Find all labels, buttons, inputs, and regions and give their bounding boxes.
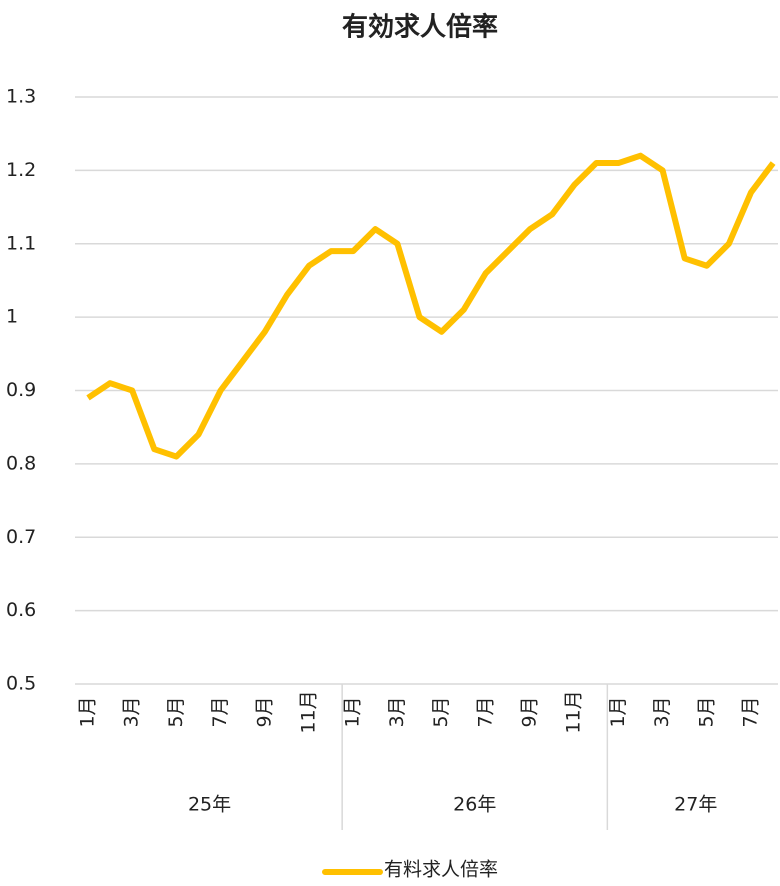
x-tick-label: 3月 [121,696,143,727]
y-tick-label: 0.9 [6,379,36,401]
x-tick-label: 11月 [298,690,320,733]
legend-label: 有料求人倍率 [384,859,498,881]
x-tick-label: 5月 [695,696,717,727]
x-tick-label: 1月 [77,696,99,727]
y-tick-label: 0.5 [6,673,36,695]
x-tick-label: 3月 [651,696,673,727]
line-series [86,152,776,460]
x-tick-label: 1月 [342,696,364,727]
y-tick-label: 1.1 [6,232,36,254]
y-tick-label: 1 [6,306,18,328]
x-group-label: 27年 [674,794,717,816]
x-tick-label: 3月 [386,696,408,727]
y-tick-label: 0.7 [6,526,36,548]
x-group-label: 26年 [453,794,496,816]
x-tick-label: 7月 [740,696,762,727]
y-tick-label: 1.2 [6,159,36,181]
x-tick-label: 7月 [474,696,496,727]
x-tick-label: 9月 [253,696,275,727]
x-tick-label: 7月 [209,696,231,727]
x-tick-label: 1月 [607,696,629,727]
y-tick-label: 0.8 [6,452,36,474]
y-tick-label: 0.6 [6,599,36,621]
x-tick-label: 5月 [430,696,452,727]
x-tick-label: 11月 [563,690,585,733]
chart-title: 有効求人倍率 [342,12,498,43]
y-tick-label: 1.3 [6,86,36,108]
x-group-label: 25年 [188,794,231,816]
x-tick-label: 9月 [519,696,541,727]
x-tick-label: 5月 [165,696,187,727]
